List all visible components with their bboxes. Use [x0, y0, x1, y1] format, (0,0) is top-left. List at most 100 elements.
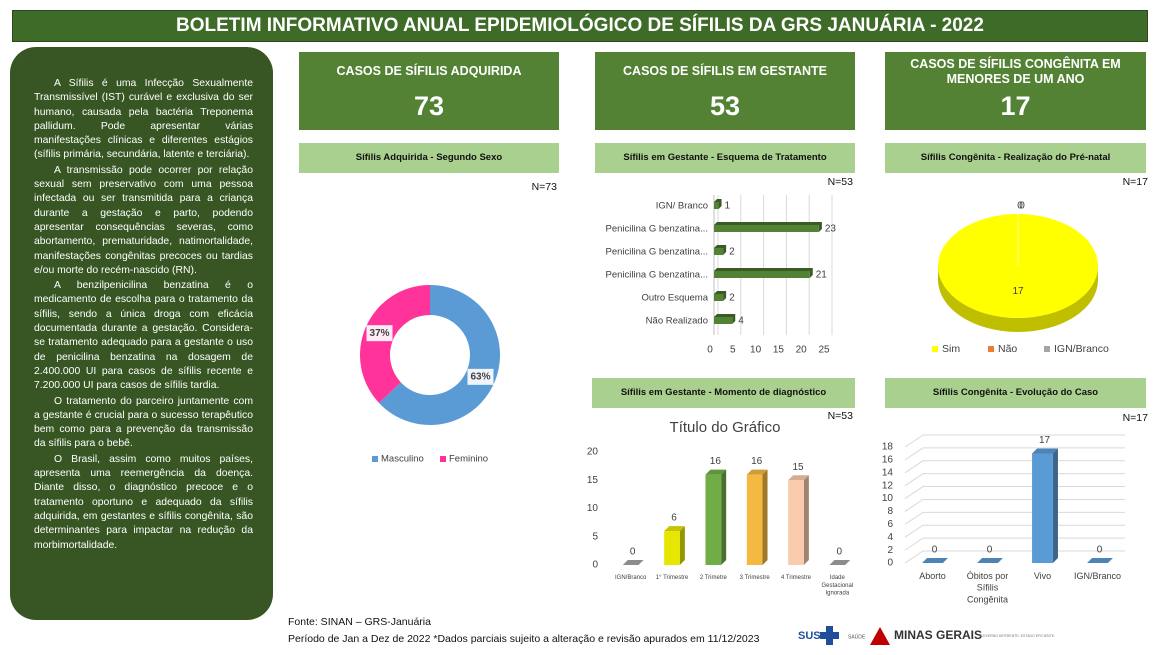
- x-tick-label: Aborto: [919, 571, 946, 581]
- logo-text: GOVERNO DIFERENTE. ESTADO EFICIENTE.: [980, 634, 1055, 638]
- chart-title: Sífilis Adquirida - Segundo Sexo: [299, 143, 559, 173]
- value-label: 1: [725, 201, 731, 212]
- bar-side: [679, 526, 685, 565]
- footer-period: Período de Jan a Dez de 2022 *Dados parc…: [288, 633, 760, 645]
- x-tick-label: 2 Trimetre: [700, 575, 728, 581]
- value-label: 23: [825, 224, 837, 235]
- y-tick-label: 6: [887, 519, 893, 530]
- paragraph: A benzilpenicilina benzatina é o medicam…: [34, 280, 253, 392]
- value-label: 37%: [370, 328, 390, 339]
- bar: [714, 317, 733, 324]
- sidebar: A Sífilis é uma Infecção Sexualmente Tra…: [10, 47, 273, 620]
- chart-title: Sífilis em Gestante - Momento de diagnós…: [592, 378, 855, 408]
- value-label: 2: [729, 247, 735, 258]
- chart-note: N=73: [532, 181, 558, 193]
- bar-top: [977, 558, 1003, 563]
- x-tick-label: 3 Trimestre: [740, 575, 771, 581]
- category-label: Não Realizado: [646, 316, 708, 327]
- y-tick-label: 0: [592, 560, 598, 571]
- value-label: 0: [932, 545, 938, 556]
- x-tick-label: IGN/Branco: [615, 575, 647, 581]
- legend-label: Feminino: [449, 454, 488, 465]
- y-tick-label: 16: [882, 455, 894, 466]
- y-tick-label: 20: [587, 447, 599, 458]
- category-label: Penicilina G benzatina...: [606, 224, 708, 235]
- legend-swatch: [1044, 346, 1050, 352]
- category-label: Penicilina G benzatina...: [606, 247, 708, 258]
- y-tick-label: 5: [592, 531, 598, 542]
- grid-line: [904, 498, 1125, 512]
- y-tick-label: 10: [587, 503, 599, 514]
- category-label: IGN/ Branco: [656, 201, 708, 212]
- legend-label: Masculino: [381, 454, 424, 465]
- legend-swatch: [372, 456, 378, 462]
- y-tick-label: 18: [882, 442, 894, 453]
- bar: [664, 531, 680, 565]
- value-label: 63%: [470, 371, 490, 382]
- y-tick-label: 12: [882, 480, 894, 491]
- grid-line: [904, 434, 1125, 448]
- bar: [714, 202, 719, 209]
- legend-swatch: [932, 346, 938, 352]
- logo-text: SUS: [798, 630, 821, 642]
- x-tick-label: 0: [707, 345, 713, 356]
- y-tick-label: 10: [882, 493, 894, 504]
- value-label: 16: [751, 456, 763, 467]
- value-label: 0: [837, 547, 843, 558]
- category-label: Penicilina G benzatina...: [606, 270, 708, 281]
- bar-depth: [714, 291, 727, 301]
- x-tick-label: 10: [750, 345, 762, 356]
- grid-line: [904, 511, 1125, 525]
- paragraph: O Brasil, assim como muitos países, apre…: [34, 453, 253, 551]
- bar-depth: [714, 222, 822, 232]
- bar-top: [664, 526, 685, 532]
- paragraph: A transmissão pode ocorrer por relação s…: [34, 164, 253, 276]
- bar-top: [922, 558, 948, 563]
- logo-mark: [870, 627, 890, 645]
- value-label: 0: [987, 545, 993, 556]
- bar: [788, 480, 804, 565]
- value-label: 15: [792, 462, 804, 473]
- value-label: 6: [671, 513, 677, 524]
- header-title: BOLETIM INFORMATIVO ANUAL EPIDEMIOLÓGICO…: [12, 10, 1148, 42]
- value-label: 17: [1012, 286, 1024, 297]
- kpi-card: CASOS DE SÍFILIS CONGÊNITA EM MENORES DE…: [885, 52, 1146, 130]
- bar-side: [762, 469, 768, 565]
- bar-depth: [714, 245, 727, 255]
- chart-note: N=53: [828, 410, 854, 422]
- value-label: 21: [816, 270, 828, 281]
- kpi-value: 17: [1000, 91, 1031, 121]
- x-tick-label: 15: [773, 345, 785, 356]
- kpi-value: 53: [709, 91, 741, 121]
- bar-top: [746, 469, 768, 475]
- legend-label: Sim: [942, 343, 960, 355]
- pie-side: [938, 266, 1098, 332]
- value-label: 0: [1019, 200, 1025, 211]
- legend-swatch: [440, 456, 446, 462]
- bar-top: [829, 560, 851, 565]
- paragraph: A Sífilis é uma Infecção Sexualmente Tra…: [34, 78, 253, 161]
- x-tick-label: 5: [730, 345, 736, 356]
- bar: [714, 271, 810, 278]
- value-label: 0: [1097, 545, 1103, 556]
- donut-slice: [359, 285, 430, 403]
- x-tick-label: 4 Trimestre: [781, 575, 812, 581]
- bar-top: [705, 469, 727, 475]
- x-tick-label: Vivo: [1034, 571, 1051, 581]
- label-box: [467, 368, 494, 385]
- bar: [705, 474, 722, 565]
- bar: [714, 248, 724, 255]
- y-tick-label: 2: [887, 545, 893, 556]
- x-tick-label: IGN/Branco: [1074, 571, 1121, 581]
- bar-side: [1052, 448, 1058, 563]
- x-tick-label: 25: [818, 345, 830, 356]
- chart-note: N=53: [828, 176, 854, 188]
- value-label: 17: [1039, 435, 1051, 446]
- grid-line: [904, 460, 1125, 474]
- kpi-card: CASOS DE SÍFILIS EM GESTANTE 53: [595, 52, 855, 130]
- bar-depth: [714, 314, 736, 324]
- chart-subtitle: Título do Gráfico: [670, 419, 781, 436]
- kpi-card: CASOS DE SÍFILIS ADQUIRIDA 73: [299, 52, 559, 130]
- chart-title: Sífilis em Gestante - Esquema de Tratame…: [595, 143, 855, 173]
